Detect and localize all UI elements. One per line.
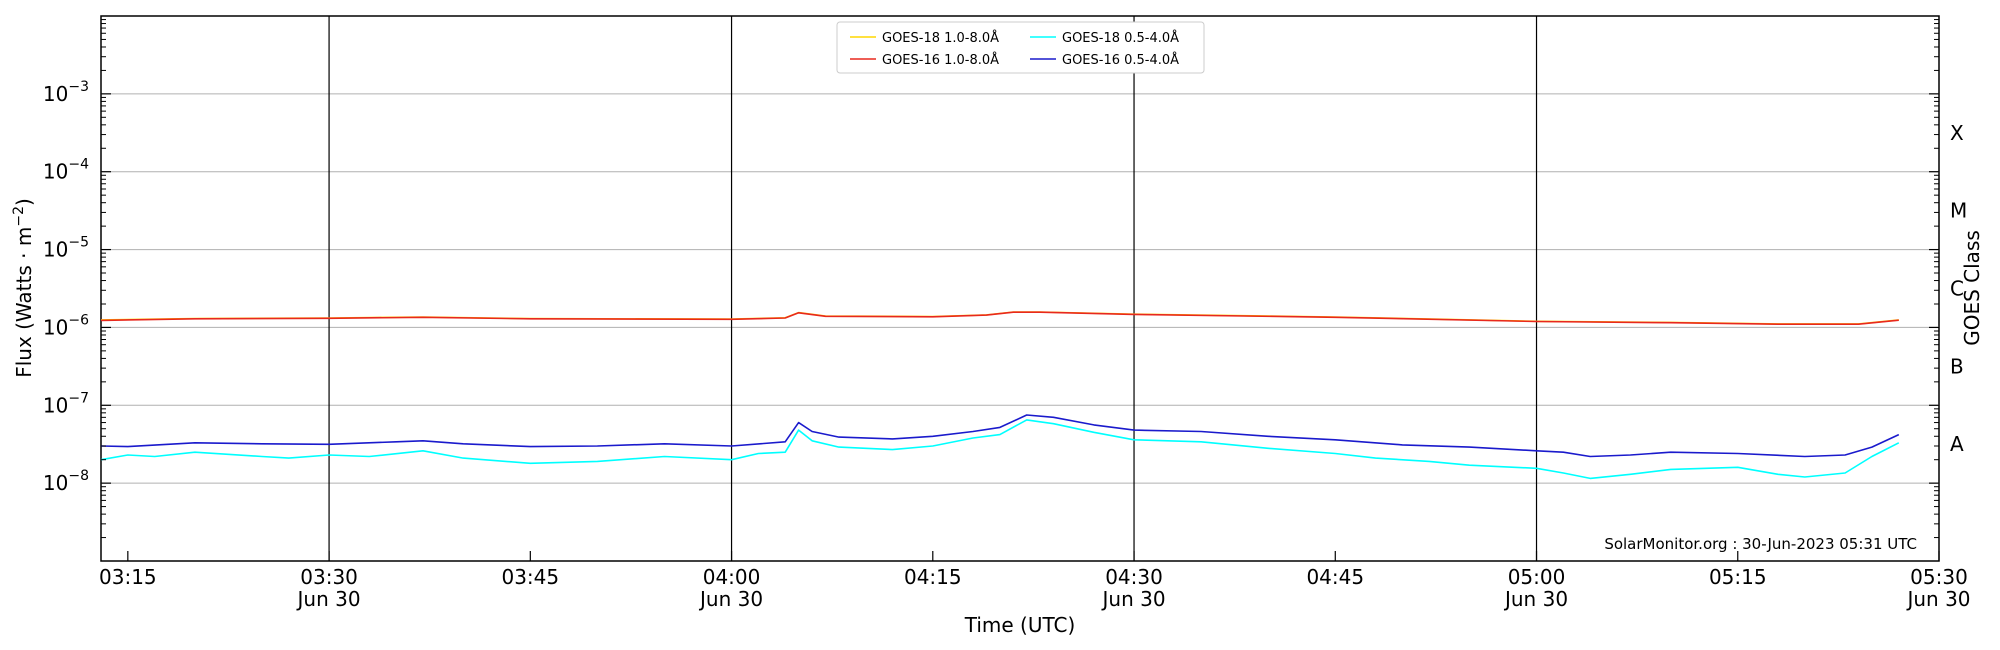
x-tick-date-5: Jun 30 [1101,587,1166,611]
y-tick-label-0: 10−8 [43,468,89,495]
x-tick-label-4: 04:15 [904,565,962,589]
legend: GOES-18 1.0-8.0Å GOES-16 1.0-8.0Å GOES-18 … [836,21,1205,74]
goes-class-M: M [1950,199,1967,223]
x-tick-label-1: 03:30 [300,565,358,589]
vertical-time-markers [328,16,1538,561]
x-tick-label-7: 05:00 [1508,565,1566,589]
goes-class-B: B [1950,354,1964,378]
legend-box [836,21,1205,74]
series-line-3 [100,414,1900,458]
series-line-2 [100,419,1900,480]
y-tick-label-1: 10−7 [43,390,89,417]
series-line-1 [100,311,1899,325]
y-axis-ticks: 10−810−710−610−510−410−3 [43,79,1939,495]
y-tick-base-3: 10 [43,238,68,262]
y-tick-exponent-4: −4 [68,157,89,173]
x-tick-date-9: Jun 30 [1905,587,1970,611]
horizontal-gridlines [101,93,1939,484]
plot-area [100,15,1940,562]
legend-label-1: GOES-16 1.0-8.0Å [882,52,999,68]
y-tick-label-5: 10−3 [43,79,89,106]
x-tick-date-3: Jun 30 [698,587,763,611]
goes-class-axis-title: GOES Class [1960,230,1984,346]
y-tick-label-4: 10−4 [43,157,89,184]
x-tick-label-5: 04:30 [1105,565,1163,589]
y-tick-base-1: 10 [43,393,68,417]
y-tick-base-0: 10 [43,471,68,495]
goes-class-A: A [1950,432,1964,456]
y-axis-title-exponent: −2 [11,206,27,227]
y-tick-base-5: 10 [43,82,68,106]
goes-class-X: X [1950,121,1964,145]
y-tick-label-2: 10−6 [43,312,89,339]
y-tick-exponent-3: −5 [68,235,89,251]
goes-class-C: C [1950,277,1964,301]
legend-label-0: GOES-18 1.0-8.0Å [882,30,999,46]
y-tick-exponent-2: −6 [68,312,89,328]
y-tick-exponent-1: −7 [68,390,89,406]
x-tick-date-7: Jun 30 [1503,587,1568,611]
x-tick-label-9: 05:30 [1910,565,1968,589]
goes-class-labels: A B C M X [1950,121,1967,456]
legend-label-3: GOES-16 0.5-4.0Å [1062,52,1179,68]
x-tick-date-1: Jun 30 [296,587,361,611]
y-axis-title: Flux (Watts · m−2) [11,198,36,378]
y-tick-exponent-5: −3 [68,79,89,95]
y-tick-exponent-0: −8 [68,468,89,484]
watermark-text: SolarMonitor.org : 30-Jun-2023 05:31 UTC [1604,535,1917,553]
x-tick-label-6: 04:45 [1306,565,1364,589]
y-tick-base-4: 10 [43,160,68,184]
y-axis-title-main: Flux (Watts · m [12,227,36,378]
x-tick-label-8: 05:15 [1709,565,1767,589]
x-axis-title: Time (UTC) [964,613,1076,637]
minor-ticks [101,19,1939,539]
series-layer [100,311,1900,480]
legend-label-2: GOES-18 0.5-4.0Å [1062,30,1179,46]
y-tick-base-2: 10 [43,315,68,339]
y-axis-title-close: ) [12,198,36,206]
y-tick-label-3: 10−5 [43,235,89,262]
x-tick-label-0: 03:15 [99,565,157,589]
x-tick-label-2: 03:45 [501,565,559,589]
x-tick-label-3: 04:00 [703,565,761,589]
